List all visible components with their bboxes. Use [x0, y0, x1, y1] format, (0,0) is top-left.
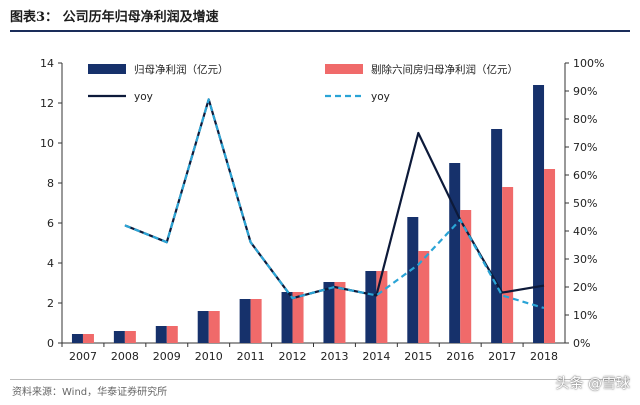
- x-tick-label: 2007: [69, 350, 97, 363]
- chart-title-bar: 图表3： 公司历年归母净利润及增速: [10, 6, 630, 28]
- bar-net-profit-ex-6rooms: [124, 331, 136, 343]
- legend-net-profit-ex-6rooms-label: 剔除六间房归母净利润（亿元）: [371, 63, 518, 76]
- x-tick-label: 2012: [279, 350, 307, 363]
- y-right-tick-label: 90%: [573, 85, 597, 98]
- x-tick-label: 2014: [362, 350, 390, 363]
- y-right-tick-label: 60%: [573, 169, 597, 182]
- bar-net-profit-ex-6rooms: [250, 299, 262, 343]
- y-right-tick-label: 0%: [573, 337, 590, 350]
- y-left-tick-label: 10: [40, 137, 54, 150]
- x-tick-label: 2008: [111, 350, 139, 363]
- x-tick-label: 2011: [237, 350, 265, 363]
- legend-yoy-dashed-label: yoy: [371, 91, 390, 103]
- legend-net-profit-ex-6rooms-swatch: [325, 64, 363, 74]
- legend-net-profit-swatch: [88, 64, 126, 74]
- bar-net-profit: [491, 129, 503, 343]
- y-right-tick-label: 80%: [573, 113, 597, 126]
- y-left-tick-label: 12: [40, 97, 54, 110]
- bar-net-profit-ex-6rooms: [334, 282, 346, 343]
- source-divider: [10, 379, 630, 380]
- y-left-tick-label: 4: [47, 257, 54, 270]
- bar-net-profit: [197, 311, 209, 343]
- x-tick-label: 2017: [488, 350, 516, 363]
- bar-net-profit: [71, 334, 83, 343]
- bar-net-profit: [323, 282, 335, 343]
- bar-net-profit-ex-6rooms: [292, 292, 304, 343]
- bar-net-profit-ex-6rooms: [544, 169, 556, 343]
- x-tick-label: 2013: [320, 350, 348, 363]
- x-tick-label: 2009: [153, 350, 181, 363]
- y-right-tick-label: 70%: [573, 141, 597, 154]
- bar-net-profit-ex-6rooms: [166, 326, 178, 343]
- bar-net-profit-ex-6rooms: [502, 187, 514, 343]
- bar-net-profit: [281, 292, 293, 343]
- legend-yoy-solid-label: yoy: [134, 91, 153, 103]
- watermark: 头条 @雪球: [555, 376, 630, 392]
- y-left-tick-label: 0: [47, 337, 54, 350]
- y-left-tick-label: 2: [47, 297, 54, 310]
- line-yoy-dashed: [124, 98, 545, 310]
- y-left-tick-label: 14: [40, 57, 54, 70]
- legend-net-profit-label: 归母净利润（亿元）: [134, 63, 229, 76]
- y-left-tick-label: 8: [47, 177, 54, 190]
- bar-net-profit-ex-6rooms: [418, 251, 430, 343]
- bar-net-profit: [449, 163, 461, 343]
- x-tick-label: 2018: [530, 350, 558, 363]
- y-right-tick-label: 30%: [573, 253, 597, 266]
- bar-net-profit: [239, 299, 251, 343]
- bar-net-profit: [407, 217, 419, 343]
- chart-title: 图表3： 公司历年归母净利润及增速: [10, 10, 219, 25]
- x-tick-label: 2016: [446, 350, 474, 363]
- y-right-tick-label: 10%: [573, 309, 597, 322]
- y-right-tick-label: 50%: [573, 197, 597, 210]
- x-tick-label: 2010: [195, 350, 223, 363]
- title-divider: [10, 30, 630, 32]
- bar-net-profit: [365, 271, 377, 343]
- bar-net-profit-ex-6rooms: [208, 311, 220, 343]
- x-tick-label: 2015: [404, 350, 432, 363]
- y-right-tick-label: 40%: [573, 225, 597, 238]
- bar-net-profit-ex-6rooms: [376, 271, 388, 343]
- bar-net-profit: [113, 331, 125, 343]
- bar-net-profit-ex-6rooms: [460, 210, 472, 343]
- bar-net-profit-ex-6rooms: [82, 334, 94, 343]
- bar-net-profit: [155, 326, 167, 343]
- bar-net-profit: [533, 85, 545, 343]
- y-right-tick-label: 20%: [573, 281, 597, 294]
- y-right-tick-label: 100%: [573, 57, 604, 70]
- y-left-tick-label: 6: [47, 217, 54, 230]
- source-note: 资料来源：Wind，华泰证券研究所: [12, 387, 168, 398]
- line-yoy-solid: [124, 98, 545, 300]
